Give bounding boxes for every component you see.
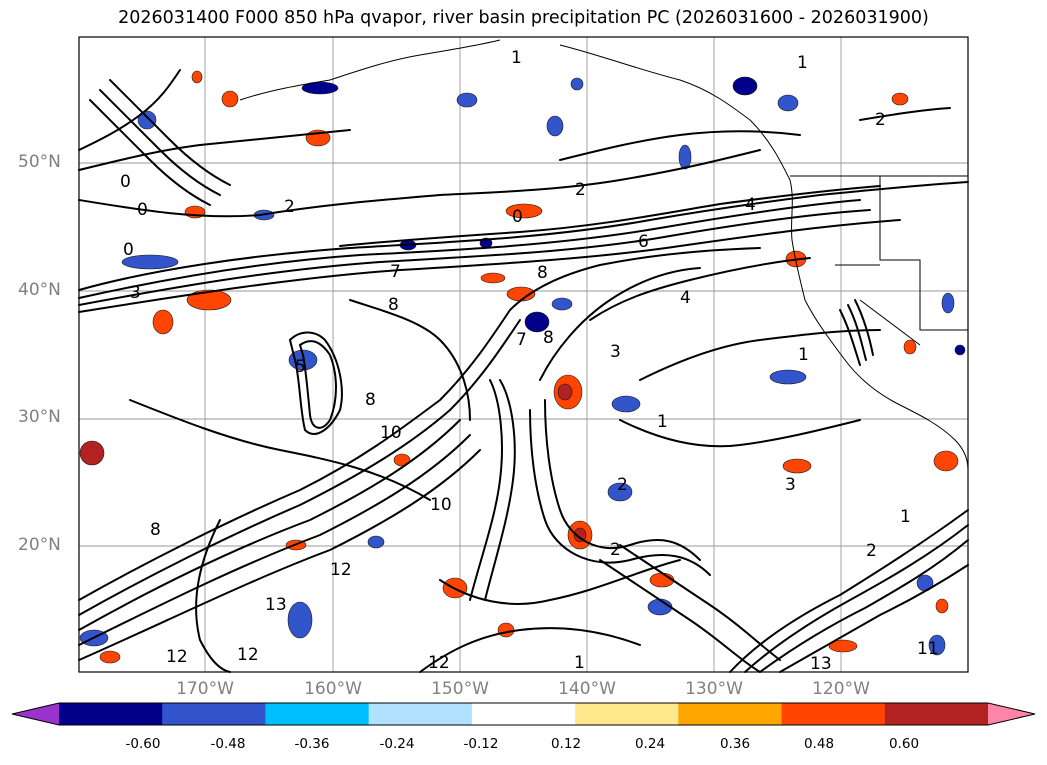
- contour-label: 2: [284, 197, 295, 217]
- contour-label: 0: [137, 200, 148, 220]
- lon-label: 170°W: [176, 679, 234, 699]
- colorbar-bin: [884, 703, 989, 725]
- colorbar-bin: [59, 703, 163, 725]
- contour-label: 2: [617, 475, 628, 495]
- map-title: 2026031400 F000 850 hPa qvapor, river ba…: [118, 8, 929, 28]
- precip-blobs: [79, 70, 966, 664]
- colorbar-bin: [678, 703, 783, 725]
- contour-label: 3: [610, 342, 621, 362]
- contour-label: 5: [295, 357, 306, 377]
- contour-label: 12: [428, 653, 450, 673]
- contour-label: 4: [680, 288, 691, 308]
- contour-label: 3: [130, 283, 141, 303]
- contour-label: 0: [120, 172, 131, 192]
- contour-label: 4: [745, 195, 756, 215]
- colorbar-tick-label: 0.36: [719, 736, 751, 752]
- contour-label: 8: [150, 520, 161, 540]
- contour-label: 12: [237, 645, 259, 665]
- colorbar-bin: [471, 703, 576, 725]
- contour-label: 1: [511, 48, 522, 68]
- colorbar-tick-label: 0.24: [634, 736, 666, 752]
- colorbar-bin: [575, 703, 679, 725]
- contour-label: 2: [610, 540, 621, 560]
- contour-label: 7: [516, 330, 527, 350]
- contour-label: 11: [917, 639, 939, 659]
- colorbar-tick-label: 0.48: [803, 736, 835, 752]
- contour-label: 0: [512, 207, 523, 227]
- contour-label: 7: [390, 262, 401, 282]
- contour-label: 1: [797, 53, 808, 73]
- contour-label: 8: [365, 390, 376, 410]
- lon-label: 130°W: [685, 679, 743, 699]
- contour-label: 6: [638, 232, 649, 252]
- contour-label: 0: [123, 240, 134, 260]
- qvapor-contours: [78, 69, 969, 673]
- contour-label: 2: [866, 541, 877, 561]
- contour-labels: 1 1 2 2 0 0 0 0 4 6 7 8 8 8 5 4 3 7 8 10…: [120, 48, 939, 674]
- colorbar-tick-label: 0.12: [550, 736, 582, 752]
- colorbar-bin: [781, 703, 886, 725]
- colorbar-bin: [162, 703, 266, 725]
- lon-label: 140°W: [558, 679, 616, 699]
- contour-label: 2: [575, 180, 586, 200]
- lat-label: 20°N: [18, 535, 61, 555]
- contour-label: 13: [265, 595, 287, 615]
- map-panel: [79, 37, 968, 672]
- contour-label: 12: [166, 647, 188, 667]
- contour-label: 2: [875, 110, 886, 130]
- contour-label: 8: [388, 295, 399, 315]
- colorbar-tick-label: -0.24: [379, 736, 415, 752]
- contour-label: 10: [430, 495, 452, 515]
- lon-label: 120°W: [812, 679, 870, 699]
- contour-label: 8: [537, 263, 548, 283]
- colorbar-bin: [265, 703, 370, 725]
- colorbar-tick-label: -0.12: [463, 736, 499, 752]
- contour-label: 10: [380, 423, 402, 443]
- colorbar: [11, 702, 1036, 726]
- colorbar-extend-low: [12, 703, 59, 725]
- contour-label: 3: [785, 475, 796, 495]
- colorbar-tick-label: 0.60: [888, 736, 920, 752]
- colorbar-outline: [11, 702, 1036, 726]
- lon-label: 150°W: [431, 679, 489, 699]
- contour-label: 1: [900, 507, 911, 527]
- colorbar-tick-label: -0.36: [294, 736, 330, 752]
- contour-label: 12: [330, 560, 352, 580]
- lon-label: 160°W: [304, 679, 362, 699]
- colorbar-bin: [368, 703, 473, 725]
- colorbar-extend-high: [988, 703, 1035, 725]
- map-frame: [78, 36, 969, 673]
- contour-label: 1: [798, 345, 809, 365]
- contour-label: 8: [543, 328, 554, 348]
- lat-label: 50°N: [18, 152, 61, 172]
- coastlines: [239, 39, 969, 471]
- colorbar-tick-label: -0.48: [210, 736, 246, 752]
- lat-label: 40°N: [18, 280, 61, 300]
- colorbar-tick-label: -0.60: [125, 736, 161, 752]
- contour-label: 1: [574, 653, 585, 673]
- contour-label: 13: [810, 654, 832, 674]
- contour-label: 1: [657, 412, 668, 432]
- lat-label: 30°N: [18, 407, 61, 427]
